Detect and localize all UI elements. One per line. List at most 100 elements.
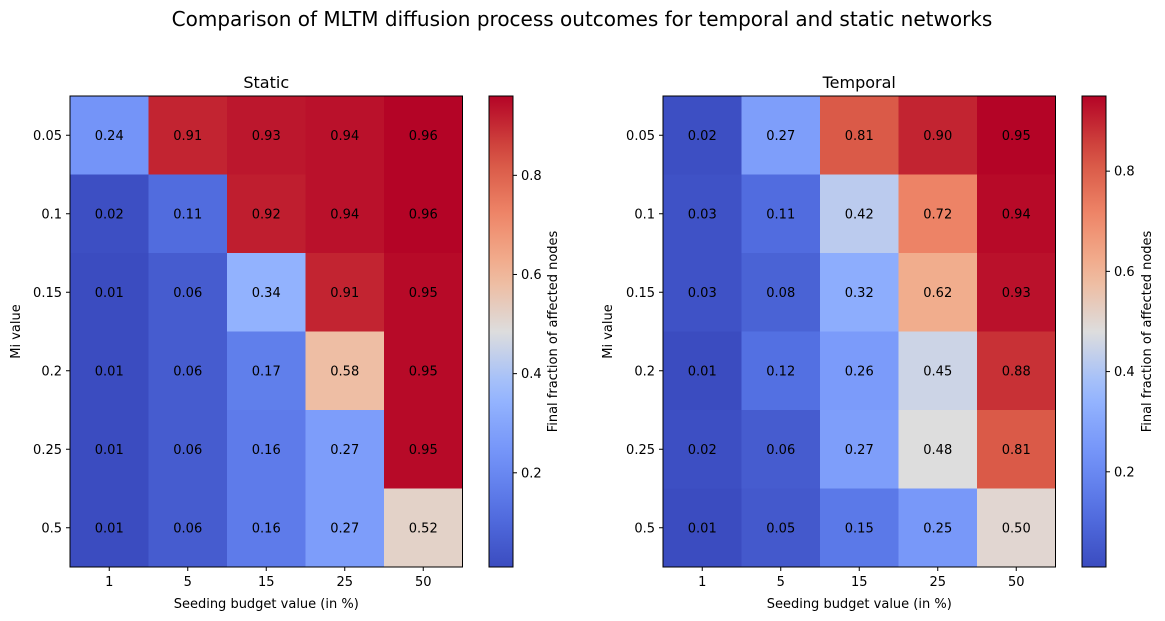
heatmap-cell bbox=[663, 96, 742, 175]
x-tick-label: 15 bbox=[851, 575, 868, 590]
x-tick-label: 25 bbox=[929, 575, 946, 590]
heatmap-cell bbox=[148, 174, 228, 254]
y-tick-label: 0.5 bbox=[41, 521, 62, 536]
cell-value-label: 0.06 bbox=[766, 443, 795, 458]
colorbar-label: Final fraction of affected nodes bbox=[546, 230, 561, 432]
heatmap-cell bbox=[70, 488, 149, 568]
x-tick-label: 1 bbox=[105, 575, 113, 590]
cell-value-label: 0.27 bbox=[330, 521, 359, 536]
cell-value-label: 0.27 bbox=[766, 129, 795, 144]
heatmap-cell bbox=[148, 331, 228, 411]
heatmap-cell bbox=[227, 410, 306, 489]
heatmap-cell bbox=[663, 331, 742, 411]
cell-value-label: 0.15 bbox=[845, 521, 874, 536]
x-tick-label: 1 bbox=[698, 575, 706, 590]
cell-value-label: 0.01 bbox=[688, 521, 717, 536]
heatmap-cell bbox=[741, 253, 821, 332]
heatmap-cell bbox=[663, 253, 742, 332]
cell-value-label: 0.34 bbox=[252, 286, 281, 301]
colorbar-tick-label: 0.4 bbox=[1114, 365, 1135, 380]
heatmap-cell bbox=[741, 410, 821, 489]
panel-title: Temporal bbox=[822, 73, 896, 92]
cell-value-label: 0.11 bbox=[173, 207, 202, 222]
x-tick-label: 25 bbox=[336, 575, 353, 590]
y-tick-label: 0.25 bbox=[626, 443, 655, 458]
colorbar bbox=[488, 95, 514, 568]
colorbar-tick-label: 0.2 bbox=[1114, 465, 1135, 480]
heatmap-cell bbox=[741, 174, 821, 254]
heatmap-cell bbox=[384, 488, 463, 568]
x-tick-label: 5 bbox=[184, 575, 192, 590]
cell-value-label: 0.93 bbox=[252, 129, 281, 144]
heatmap-cell bbox=[820, 253, 899, 332]
cell-value-label: 0.91 bbox=[173, 129, 202, 144]
heatmap-cell bbox=[305, 96, 385, 175]
cell-value-label: 0.02 bbox=[688, 443, 717, 458]
heatmap-cell bbox=[898, 253, 978, 332]
x-tick-label: 5 bbox=[777, 575, 785, 590]
cell-value-label: 0.06 bbox=[173, 443, 202, 458]
colorbar-tick-label: 0.4 bbox=[521, 367, 542, 382]
colorbar-tick-label: 0.6 bbox=[1114, 265, 1135, 280]
panel-title: Static bbox=[243, 73, 289, 92]
heatmap-cell bbox=[977, 410, 1056, 489]
cell-value-label: 0.24 bbox=[95, 129, 124, 144]
cell-value-label: 0.50 bbox=[1002, 521, 1031, 536]
heatmap-cell bbox=[820, 96, 899, 175]
cell-value-label: 0.02 bbox=[95, 207, 124, 222]
cell-value-label: 0.88 bbox=[1002, 364, 1031, 379]
y-tick-label: 0.05 bbox=[626, 129, 655, 144]
cell-value-label: 0.11 bbox=[766, 207, 795, 222]
cell-value-label: 0.01 bbox=[95, 286, 124, 301]
heatmap-cell bbox=[70, 174, 149, 254]
heatmap-cell bbox=[384, 174, 463, 254]
heatmap-cell bbox=[977, 174, 1056, 254]
cell-value-label: 0.91 bbox=[330, 286, 359, 301]
cell-value-label: 0.62 bbox=[923, 286, 952, 301]
heatmap-cell bbox=[227, 253, 306, 332]
cell-value-label: 0.01 bbox=[95, 521, 124, 536]
heatmap-cell bbox=[148, 410, 228, 489]
heatmap-cell bbox=[741, 96, 821, 175]
heatmap-cell bbox=[305, 488, 385, 568]
cell-value-label: 0.03 bbox=[688, 286, 717, 301]
heatmap-cell bbox=[148, 488, 228, 568]
heatmap-cell bbox=[70, 410, 149, 489]
y-tick-label: 0.5 bbox=[634, 521, 655, 536]
colorbar bbox=[1081, 95, 1107, 568]
cell-value-label: 0.45 bbox=[923, 364, 952, 379]
heatmap-cell bbox=[305, 331, 385, 411]
cell-value-label: 0.08 bbox=[766, 286, 795, 301]
heatmap-cell bbox=[70, 96, 149, 175]
heatmap-cell bbox=[898, 174, 978, 254]
heatmap-cell bbox=[384, 253, 463, 332]
cell-value-label: 0.01 bbox=[95, 443, 124, 458]
cell-value-label: 0.01 bbox=[95, 364, 124, 379]
cell-value-label: 0.94 bbox=[1002, 207, 1031, 222]
cell-value-label: 0.90 bbox=[923, 129, 952, 144]
heatmap-cell bbox=[227, 96, 306, 175]
y-axis-label: Mi value bbox=[9, 304, 24, 358]
figure-title: Comparison of MLTM diffusion process out… bbox=[172, 7, 993, 31]
heatmap-cell bbox=[820, 331, 899, 411]
y-tick-label: 0.15 bbox=[626, 286, 655, 301]
cell-value-label: 0.16 bbox=[252, 521, 281, 536]
cell-value-label: 0.95 bbox=[409, 443, 438, 458]
cell-value-label: 0.02 bbox=[688, 129, 717, 144]
cell-value-label: 0.12 bbox=[766, 364, 795, 379]
colorbar-tick-label: 0.8 bbox=[1114, 165, 1135, 180]
cell-value-label: 0.06 bbox=[173, 364, 202, 379]
heatmap-cell bbox=[70, 331, 149, 411]
cell-value-label: 0.94 bbox=[330, 129, 359, 144]
heatmap-cell bbox=[977, 488, 1056, 568]
y-axis-label: Mi value bbox=[601, 304, 616, 358]
colorbar-tick-label: 0.8 bbox=[521, 169, 542, 184]
cell-value-label: 0.05 bbox=[766, 521, 795, 536]
cell-value-label: 0.03 bbox=[688, 207, 717, 222]
heatmap-cell bbox=[898, 96, 978, 175]
heatmap-cell bbox=[977, 331, 1056, 411]
x-axis-label: Seeding budget value (in %) bbox=[174, 597, 359, 612]
